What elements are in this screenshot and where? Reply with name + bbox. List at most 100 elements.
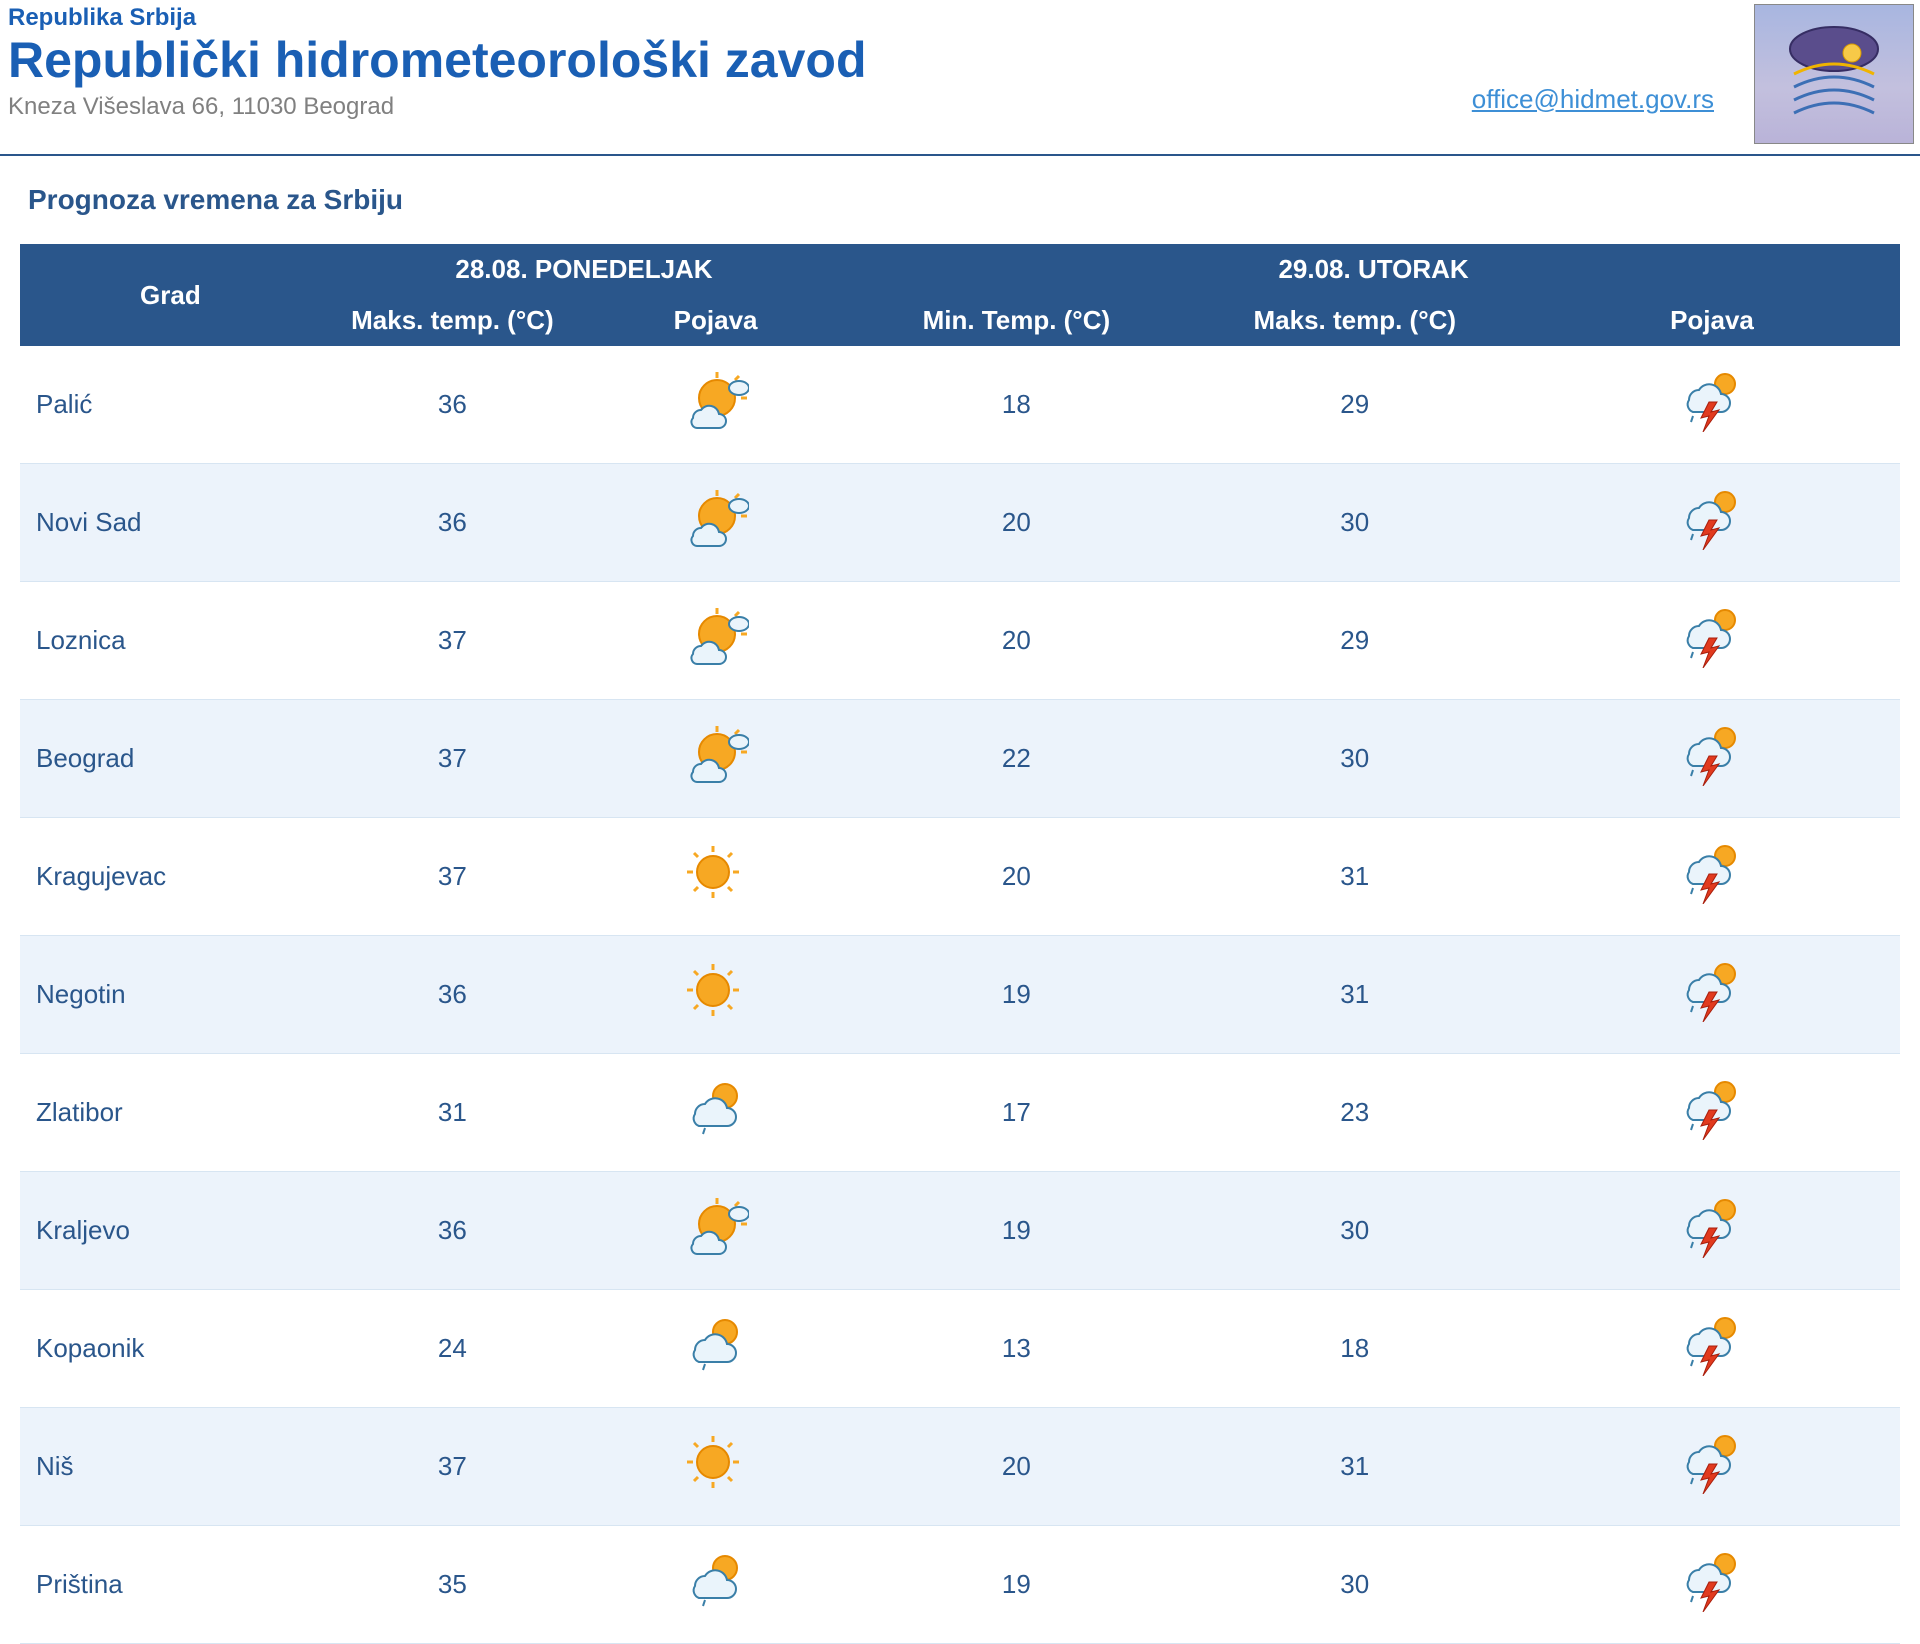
d2-cond-cell	[1524, 582, 1900, 700]
table-row: Niš37 2031	[20, 1408, 1900, 1526]
mostly-sunny-icon	[683, 606, 749, 675]
d2-max-cell: 31	[1186, 818, 1524, 936]
storm-icon	[1679, 1196, 1745, 1265]
partly-cloudy-icon	[683, 1314, 749, 1383]
d1-cond-cell	[584, 700, 847, 818]
day1-date-header: 28.08. PONEDELJAK	[321, 244, 847, 295]
d2-cond-cell	[1524, 818, 1900, 936]
d1-max-cell: 36	[321, 1172, 584, 1290]
storm-icon	[1679, 724, 1745, 793]
header-left: Republika Srbija Republički hidrometeoro…	[8, 4, 1472, 121]
col-city-header: Grad	[20, 244, 321, 346]
day1-cond-header: Pojava	[584, 295, 847, 346]
org-address: Kneza Višeslava 66, 11030 Beograd	[8, 93, 1472, 121]
d2-max-cell: 31	[1186, 936, 1524, 1054]
city-cell: Kragujevac	[20, 818, 321, 936]
city-cell: Niš	[20, 1408, 321, 1526]
sunny-icon	[683, 1432, 749, 1501]
d1-cond-cell	[584, 1408, 847, 1526]
table-row: Beograd372230	[20, 700, 1900, 818]
d2-min-cell: 13	[847, 1290, 1185, 1408]
sunny-icon	[683, 842, 749, 911]
storm-icon	[1679, 488, 1745, 557]
table-row: Kragujevac37 2031	[20, 818, 1900, 936]
d2-cond-cell	[1524, 1054, 1900, 1172]
table-row: Loznica372029	[20, 582, 1900, 700]
storm-icon	[1679, 842, 1745, 911]
org-title: Republički hidrometeorološki zavod	[8, 34, 1472, 87]
storm-icon	[1679, 606, 1745, 675]
d2-max-cell: 29	[1186, 582, 1524, 700]
d2-min-cell: 20	[847, 818, 1185, 936]
d2-min-cell: 19	[847, 1172, 1185, 1290]
storm-icon	[1679, 1432, 1745, 1501]
storm-icon	[1679, 960, 1745, 1029]
d2-cond-cell	[1524, 1526, 1900, 1644]
d2-cond-cell	[1524, 936, 1900, 1054]
day2-cond-header: Pojava	[1524, 295, 1900, 346]
d1-cond-cell	[584, 1290, 847, 1408]
d2-min-cell: 17	[847, 1054, 1185, 1172]
d2-cond-cell	[1524, 346, 1900, 464]
d2-min-cell: 22	[847, 700, 1185, 818]
d1-cond-cell	[584, 1054, 847, 1172]
mostly-sunny-icon	[683, 488, 749, 557]
d1-cond-cell	[584, 936, 847, 1054]
storm-icon	[1679, 1550, 1745, 1619]
city-cell: Loznica	[20, 582, 321, 700]
d2-max-cell: 30	[1186, 1172, 1524, 1290]
d2-max-cell: 30	[1186, 700, 1524, 818]
d2-min-cell: 20	[847, 1408, 1185, 1526]
org-logo-icon	[1754, 4, 1914, 144]
table-row: Novi Sad36 2030	[20, 464, 1900, 582]
d1-cond-cell	[584, 818, 847, 936]
section-title: Prognoza vremena za Srbiju	[0, 156, 1920, 244]
mostly-sunny-icon	[683, 724, 749, 793]
city-cell: Palić	[20, 346, 321, 464]
sunny-icon	[683, 960, 749, 1029]
d2-cond-cell	[1524, 1290, 1900, 1408]
day1-max-header: Maks. temp. (°C)	[321, 295, 584, 346]
d1-max-cell: 37	[321, 1408, 584, 1526]
forecast-table: Grad 28.08. PONEDELJAK 29.08. UTORAK Mak…	[20, 244, 1900, 1644]
d2-min-cell: 20	[847, 464, 1185, 582]
d1-cond-cell	[584, 582, 847, 700]
d2-min-cell: 19	[847, 936, 1185, 1054]
partly-cloudy-icon	[683, 1078, 749, 1147]
city-cell: Novi Sad	[20, 464, 321, 582]
day2-max-header: Maks. temp. (°C)	[1186, 295, 1524, 346]
city-cell: Kraljevo	[20, 1172, 321, 1290]
day2-date-header: 29.08. UTORAK	[847, 244, 1900, 295]
d2-max-cell: 31	[1186, 1408, 1524, 1526]
d2-max-cell: 30	[1186, 464, 1524, 582]
city-cell: Priština	[20, 1526, 321, 1644]
d2-cond-cell	[1524, 1408, 1900, 1526]
forecast-table-head: Grad 28.08. PONEDELJAK 29.08. UTORAK Mak…	[20, 244, 1900, 346]
table-row: Zlatibor311723	[20, 1054, 1900, 1172]
d2-cond-cell	[1524, 700, 1900, 818]
d1-max-cell: 36	[321, 464, 584, 582]
d2-cond-cell	[1524, 1172, 1900, 1290]
storm-icon	[1679, 370, 1745, 439]
storm-icon	[1679, 1078, 1745, 1147]
table-row: Kopaonik241318	[20, 1290, 1900, 1408]
d1-max-cell: 31	[321, 1054, 584, 1172]
contact-email-link[interactable]: office@hidmet.gov.rs	[1472, 84, 1714, 115]
d2-max-cell: 29	[1186, 346, 1524, 464]
d2-max-cell: 23	[1186, 1054, 1524, 1172]
city-cell: Beograd	[20, 700, 321, 818]
d1-max-cell: 37	[321, 818, 584, 936]
d1-max-cell: 35	[321, 1526, 584, 1644]
d1-max-cell: 36	[321, 346, 584, 464]
d1-cond-cell	[584, 1526, 847, 1644]
d2-cond-cell	[1524, 464, 1900, 582]
mostly-sunny-icon	[683, 1196, 749, 1265]
d2-max-cell: 30	[1186, 1526, 1524, 1644]
d1-cond-cell	[584, 346, 847, 464]
d2-min-cell: 19	[847, 1526, 1185, 1644]
day2-min-header: Min. Temp. (°C)	[847, 295, 1185, 346]
city-cell: Negotin	[20, 936, 321, 1054]
page-header: Republika Srbija Republički hidrometeoro…	[0, 0, 1920, 156]
forecast-table-body: Palić361829Novi Sad362030Loznica372029Be…	[20, 346, 1900, 1644]
table-row: Palić361829	[20, 346, 1900, 464]
